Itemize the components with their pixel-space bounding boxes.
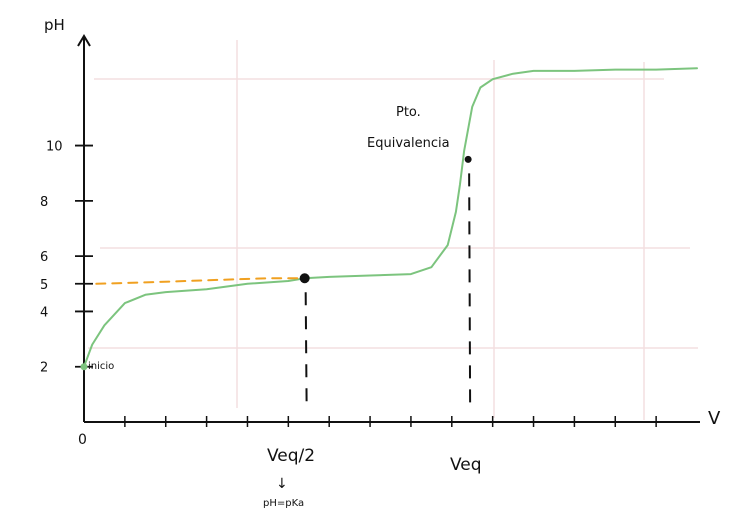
inicio-label: inicio <box>88 361 114 372</box>
tick-marks: 2 4 5 6 8 10 <box>40 140 657 427</box>
y-tick-label-4: 8 <box>40 195 48 210</box>
y-tick-label-2: 5 <box>40 278 48 293</box>
veq-half-label: Veq/2 <box>267 446 315 466</box>
y-axis-label: pH <box>44 16 65 34</box>
point-0 <box>80 363 88 371</box>
y-tick-label-1: 4 <box>40 305 48 320</box>
series-line-1 <box>95 277 306 285</box>
x-origin-label: 0 <box>78 432 87 448</box>
labels-group: pH V 0 Veq/2 ↓ pH=pKa Veq Pto. Equivalen… <box>44 16 721 509</box>
arrow-down-icon: ↓ <box>276 476 288 492</box>
point-2 <box>464 155 472 163</box>
points-group <box>80 155 472 371</box>
pka-note: pH=pKa <box>263 498 304 509</box>
drop-lines <box>304 173 472 413</box>
grid-lines <box>88 40 698 420</box>
drop-line-0 <box>304 292 308 413</box>
series-group <box>83 67 698 368</box>
axes <box>77 34 700 423</box>
y-tick-label-3: 6 <box>40 250 48 265</box>
point-1 <box>299 273 310 284</box>
veq-label: Veq <box>450 455 482 475</box>
series-line-0 <box>83 67 698 368</box>
y-axis-arrow-icon <box>77 34 91 47</box>
pto-label: Pto. <box>396 105 421 120</box>
y-tick-label-0: 2 <box>40 361 48 376</box>
equivalencia-label: Equivalencia <box>367 136 450 151</box>
y-tick-label-5: 10 <box>46 140 63 155</box>
drop-line-1 <box>468 173 472 413</box>
x-axis-label: V <box>708 408 721 429</box>
